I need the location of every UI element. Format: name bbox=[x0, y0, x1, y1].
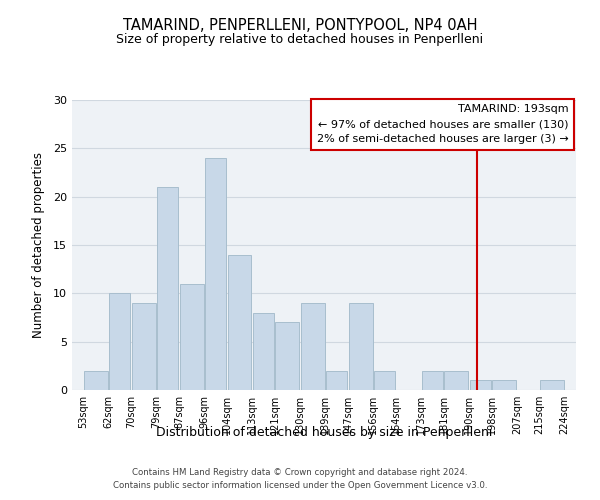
Bar bbox=[445, 370, 469, 390]
Bar bbox=[470, 380, 491, 390]
Text: Distribution of detached houses by size in Penperlleni: Distribution of detached houses by size … bbox=[156, 426, 492, 439]
Text: Size of property relative to detached houses in Penperlleni: Size of property relative to detached ho… bbox=[116, 32, 484, 46]
Bar bbox=[275, 322, 299, 390]
Bar bbox=[132, 303, 156, 390]
Bar bbox=[349, 303, 373, 390]
Bar bbox=[492, 380, 516, 390]
Bar bbox=[540, 380, 564, 390]
Bar bbox=[84, 370, 108, 390]
Text: Contains HM Land Registry data © Crown copyright and database right 2024.: Contains HM Land Registry data © Crown c… bbox=[132, 468, 468, 477]
Text: TAMARIND: 193sqm
← 97% of detached houses are smaller (130)
2% of semi-detached : TAMARIND: 193sqm ← 97% of detached house… bbox=[317, 104, 568, 144]
Text: TAMARIND, PENPERLLENI, PONTYPOOL, NP4 0AH: TAMARIND, PENPERLLENI, PONTYPOOL, NP4 0A… bbox=[123, 18, 477, 32]
Y-axis label: Number of detached properties: Number of detached properties bbox=[32, 152, 44, 338]
Bar bbox=[326, 370, 347, 390]
Bar bbox=[227, 254, 251, 390]
Bar bbox=[157, 187, 178, 390]
Bar bbox=[109, 294, 130, 390]
Text: Contains public sector information licensed under the Open Government Licence v3: Contains public sector information licen… bbox=[113, 482, 487, 490]
Bar bbox=[253, 312, 274, 390]
Bar bbox=[422, 370, 443, 390]
Bar bbox=[205, 158, 226, 390]
Bar bbox=[374, 370, 395, 390]
Bar bbox=[179, 284, 203, 390]
Bar bbox=[301, 303, 325, 390]
